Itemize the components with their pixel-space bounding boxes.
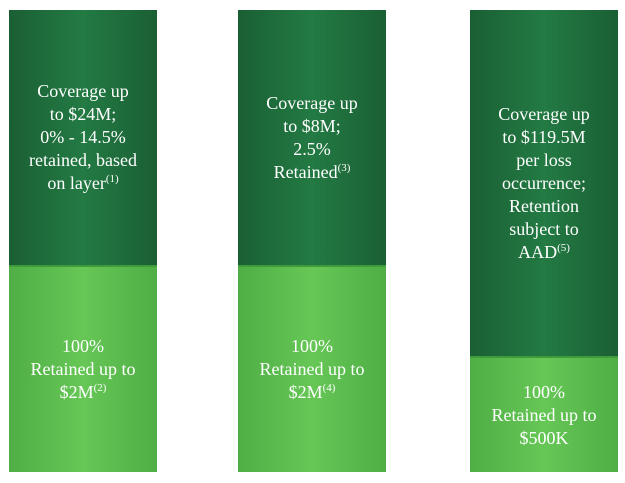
- box-line: $500K: [520, 427, 569, 450]
- retention-box: 100% Retained up to $2M(4): [238, 265, 386, 472]
- line-text: on layer: [47, 173, 106, 193]
- box-line: $2M(2): [60, 381, 107, 404]
- column: Coverage up to $119.5M per loss occurrence;…: [470, 10, 618, 472]
- line-text: $500K: [519, 427, 569, 448]
- line-text: 0% - 14.5%: [40, 127, 126, 147]
- line-text: 100%: [62, 336, 104, 356]
- box-line: on layer(1): [47, 172, 118, 195]
- box-line: 2.5%: [293, 138, 331, 161]
- retention-box: 100% Retained up to $2M(2): [9, 265, 157, 472]
- footnote-ref: (4): [322, 382, 336, 394]
- footnote-ref: (5): [557, 241, 570, 254]
- line-text: retained, based: [29, 150, 137, 170]
- box-line: 100%: [62, 335, 104, 358]
- box-line: Retained up to: [260, 358, 365, 381]
- box-line: Retained up to: [31, 358, 136, 381]
- line-text: 100%: [523, 381, 565, 402]
- box-line: AAD(5): [518, 241, 570, 264]
- box-line: Retention: [509, 195, 579, 218]
- box-line: occurrence;: [502, 172, 586, 195]
- box-line: subject to: [509, 218, 579, 241]
- footnote-ref: (1): [105, 173, 119, 185]
- coverage-box: Coverage up to $8M; 2.5% Retained(3): [238, 10, 386, 265]
- box-line: retained, based: [29, 149, 137, 172]
- box-line: Retained(3): [274, 161, 351, 184]
- line-text: $2M: [288, 382, 323, 402]
- line-text: Coverage up: [266, 92, 358, 113]
- line-text: Retained up to: [30, 359, 136, 379]
- column: Coverage up to $8M; 2.5% Retained(3) 100% Ret…: [238, 10, 386, 472]
- box-line: 100%: [523, 381, 565, 404]
- line-text: 100%: [291, 336, 333, 356]
- box-line: 0% - 14.5%: [40, 126, 125, 149]
- coverage-box: Coverage up to $24M; 0% - 14.5% retained, b…: [9, 10, 157, 265]
- footnote-ref: (3): [337, 161, 351, 174]
- line-text: Coverage up: [37, 81, 129, 101]
- line-text: Retained: [273, 161, 338, 182]
- box-line: Coverage up: [266, 92, 357, 115]
- line-text: $2M: [59, 382, 94, 402]
- box-line: per loss: [516, 149, 572, 172]
- line-text: to $8M;: [283, 115, 341, 136]
- line-text: Retained up to: [491, 404, 597, 425]
- box-line: Retained up to: [492, 404, 597, 427]
- box-line: Coverage up: [37, 80, 128, 103]
- box-line: to $8M;: [283, 115, 341, 138]
- column: Coverage up to $24M; 0% - 14.5% retained, b…: [9, 10, 157, 472]
- line-text: Retained up to: [259, 359, 365, 379]
- line-text: occurrence;: [502, 172, 586, 193]
- box-line: to $24M;: [50, 103, 117, 126]
- line-text: Coverage up: [498, 103, 590, 124]
- retention-box: 100% Retained up to $500K: [470, 356, 618, 472]
- line-text: subject to: [509, 218, 579, 239]
- box-line: 100%: [291, 335, 333, 358]
- line-text: to $119.5M: [502, 126, 586, 147]
- line-text: Retention: [509, 195, 579, 216]
- box-line: to $119.5M: [502, 126, 585, 149]
- line-text: to $24M;: [49, 104, 117, 124]
- line-text: 2.5%: [293, 138, 331, 159]
- line-text: per loss: [516, 149, 572, 170]
- box-line: $2M(4): [289, 381, 336, 404]
- footnote-ref: (2): [93, 382, 107, 394]
- coverage-box: Coverage up to $119.5M per loss occurrence;…: [470, 10, 618, 356]
- line-text: AAD: [518, 241, 558, 262]
- box-line: Coverage up: [498, 103, 589, 126]
